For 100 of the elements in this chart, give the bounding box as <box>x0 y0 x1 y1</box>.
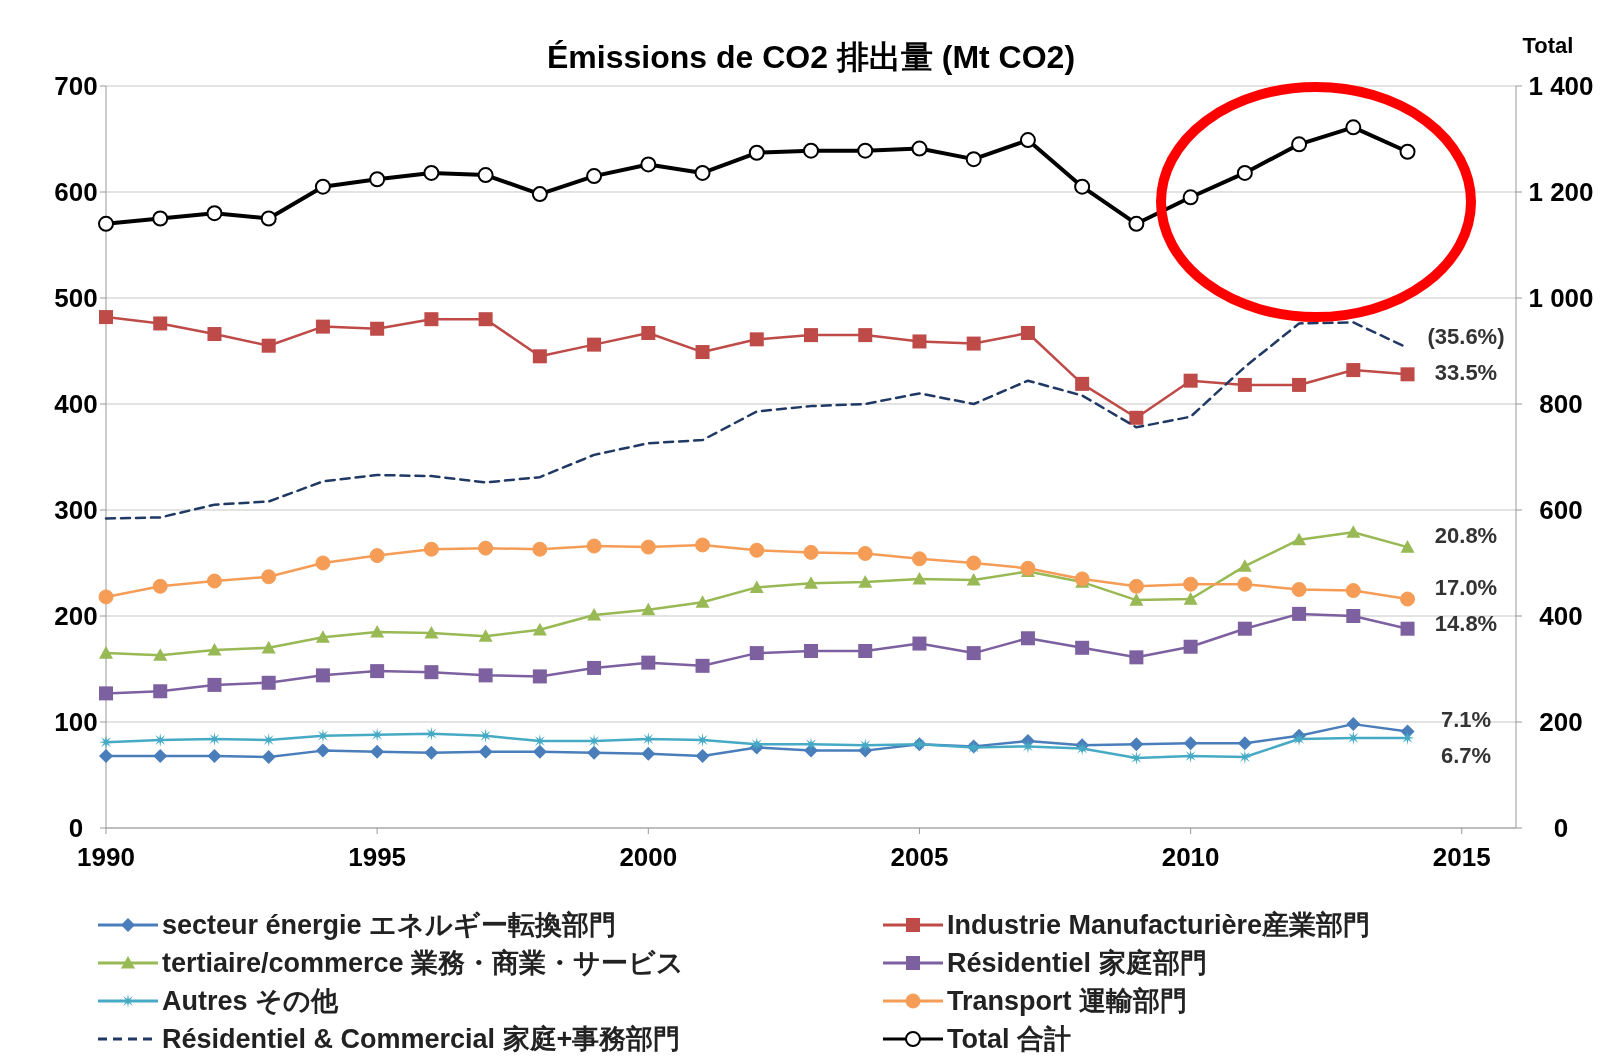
point <box>207 677 222 692</box>
annotation: (35.6%) <box>1427 323 1505 349</box>
point <box>966 646 981 661</box>
point <box>152 210 169 227</box>
legend-label: Industrie Manufacturière産業部門 <box>947 910 1371 941</box>
point <box>1346 717 1361 732</box>
point <box>153 684 168 699</box>
point <box>478 744 493 759</box>
point <box>695 748 710 763</box>
point <box>587 337 602 352</box>
point <box>99 748 113 763</box>
annotation: 6.7% <box>1440 743 1492 769</box>
point <box>749 332 764 347</box>
point <box>99 735 113 750</box>
point <box>1400 621 1415 636</box>
point <box>423 164 440 181</box>
point <box>965 151 982 168</box>
point <box>532 622 547 636</box>
point <box>1074 178 1091 195</box>
point <box>99 310 113 325</box>
point <box>206 205 223 222</box>
point <box>1237 576 1253 592</box>
point <box>423 541 439 557</box>
y2-tick-label: 400 <box>1539 601 1583 632</box>
point <box>1346 525 1361 538</box>
point <box>98 589 114 605</box>
point <box>748 144 765 161</box>
annotation: 17.0% <box>1434 574 1498 600</box>
point <box>1183 639 1198 654</box>
point <box>1346 609 1361 623</box>
point <box>370 624 385 638</box>
point <box>424 665 439 680</box>
point <box>152 578 168 594</box>
chart-title: Émissions de CO2 排出量 (Mt CO2) <box>546 39 1076 75</box>
point <box>911 551 927 567</box>
point <box>912 334 927 349</box>
point <box>99 686 113 701</box>
point <box>1400 540 1415 553</box>
point <box>478 540 494 556</box>
point <box>1292 606 1307 621</box>
point <box>695 537 711 553</box>
point <box>1183 576 1199 592</box>
legend-label: Autres その他 <box>162 986 340 1017</box>
point <box>911 140 928 157</box>
point <box>695 658 710 673</box>
annotation: 20.8% <box>1434 522 1498 548</box>
point <box>424 745 439 760</box>
point <box>587 660 602 675</box>
point <box>153 748 168 763</box>
point <box>1183 748 1198 763</box>
x-tick-label: 2010 <box>1161 842 1220 872</box>
point <box>261 338 276 353</box>
point <box>260 210 277 227</box>
point <box>1019 132 1036 149</box>
point <box>1400 730 1415 745</box>
point <box>369 548 385 564</box>
y-tick-label: 600 <box>54 177 98 208</box>
y-tick-label: 0 <box>68 813 84 844</box>
point <box>1182 189 1199 206</box>
legend-label: Total 合計 <box>947 1024 1071 1055</box>
y2-tick-label: 1 200 <box>1528 177 1594 208</box>
point <box>695 345 710 360</box>
point <box>315 319 330 334</box>
point <box>1020 325 1035 340</box>
point <box>478 728 493 743</box>
point <box>207 731 222 746</box>
point <box>206 573 222 589</box>
x-tick-label: 2005 <box>890 842 949 872</box>
point <box>641 746 656 761</box>
y-tick-label: 400 <box>54 389 98 420</box>
point <box>803 544 819 560</box>
point <box>532 744 547 759</box>
y2-tick-label: 800 <box>1539 389 1583 420</box>
annotation: 33.5% <box>1434 359 1498 385</box>
point <box>912 636 927 651</box>
point <box>532 349 547 364</box>
point <box>1345 583 1361 599</box>
legend-label: secteur énergie エネルギー転換部門 <box>162 910 617 941</box>
point <box>803 142 819 159</box>
point <box>749 542 765 558</box>
point <box>478 629 493 642</box>
x-tick-label: 1995 <box>348 842 407 872</box>
point <box>478 312 493 327</box>
point <box>1237 621 1252 636</box>
point <box>1237 736 1252 751</box>
point <box>370 744 385 759</box>
point <box>153 648 168 661</box>
point <box>966 555 982 571</box>
legend-label: Résidentiel 家庭部門 <box>947 948 1207 979</box>
point <box>1075 640 1090 655</box>
point <box>1129 593 1144 606</box>
point <box>207 642 222 656</box>
point <box>99 646 113 659</box>
point <box>532 541 548 557</box>
point <box>1183 373 1198 388</box>
point <box>1236 164 1253 181</box>
point <box>1129 737 1144 752</box>
point <box>695 733 710 748</box>
point <box>370 664 385 679</box>
point <box>1400 591 1416 607</box>
